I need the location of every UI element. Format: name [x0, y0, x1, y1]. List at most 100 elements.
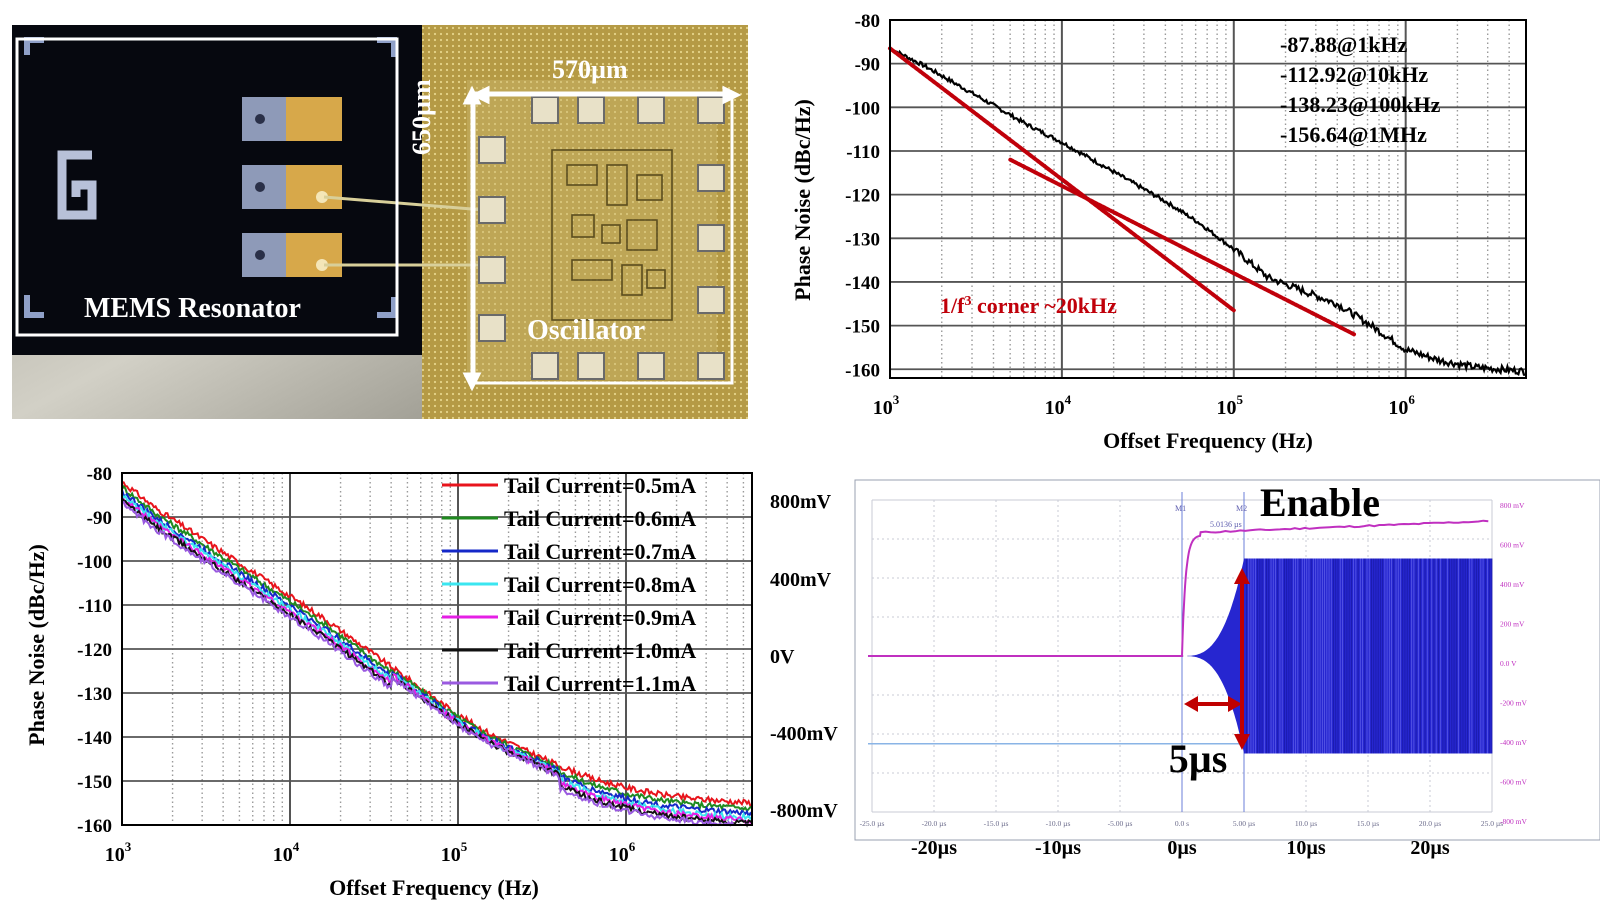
pn-annotation: -156.64@1MHz	[1280, 122, 1427, 147]
plot-frame	[889, 19, 1527, 379]
grid-time-label: 15.0 µs	[1357, 819, 1379, 828]
y-axis-label: Phase Noise (dBc/Hz)	[790, 99, 815, 301]
time-label: -20µs	[911, 837, 957, 859]
voltage-label: 0V	[770, 646, 795, 668]
pn-annotation: -138.23@100kHz	[1280, 92, 1441, 117]
legend-label: Tail Current=1.1mA	[504, 671, 696, 696]
legend-label: Tail Current=0.5mA	[504, 473, 696, 498]
grid-time-label: 25.0 µs	[1481, 819, 1503, 828]
y-tick-label: -100	[845, 98, 880, 119]
bond-wire	[323, 195, 485, 212]
phase-noise-chart: -80-90-100-110-120-130-140-150-160 103 10…	[790, 11, 1527, 453]
chart-series	[121, 481, 753, 828]
y-tick-label: -80	[855, 11, 880, 32]
left-voltage-labels: 800mV 400mV 0V -400mV -800mV	[770, 491, 838, 822]
grid-time-label: -20.0 µs	[922, 819, 947, 828]
legend-label: Tail Current=1.0mA	[504, 638, 696, 663]
resonator-label: MEMS Resonator	[84, 293, 301, 324]
chart-grid	[890, 19, 1527, 378]
annotations: -87.88@1kHz -112.92@10kHz -138.23@100kHz -1…	[1280, 32, 1441, 147]
oscillator-pads	[478, 96, 725, 380]
grid-time-label: 5.00 µs	[1233, 819, 1255, 828]
channel-scale-label: 200 mV	[1500, 620, 1525, 629]
series-tail-current	[121, 497, 753, 828]
startup-arrows	[1184, 568, 1250, 750]
scope-time-grid-labels: -25.0 µs -20.0 µs -15.0 µs -10.0 µs -5.00 µs…	[860, 819, 1504, 828]
channel-scale-label: -200 mV	[1500, 699, 1527, 708]
time-label: -10µs	[1035, 837, 1081, 859]
channel-scale-label: 800 mV	[1500, 501, 1525, 510]
resonator-frame	[15, 37, 399, 337]
x-tick-label: 106	[609, 839, 636, 866]
y-tick-label: -140	[845, 273, 880, 294]
oscillator-label: Oscillator	[527, 315, 646, 346]
voltage-label: 800mV	[770, 491, 832, 513]
time-label: 0µs	[1167, 837, 1197, 859]
x-tick-labels: 103 104 105 106	[873, 392, 1416, 419]
right-voltage-labels: 800 mV 600 mV 400 mV 200 mV 0.0 V -200 mV -400…	[1500, 501, 1527, 826]
legend-label: Tail Current=0.8mA	[504, 572, 696, 597]
tail-current-chart: -80-90-100-110-120-130-140-150-160 103 10…	[24, 464, 753, 900]
chip-photo	[12, 25, 748, 419]
startup-scope: 800mV 400mV 0V -400mV -800mV 800 mV 600 mV 400…	[770, 479, 1600, 859]
grid-time-label: -15.0 µs	[984, 819, 1009, 828]
series-fit-1f3	[888, 46, 1236, 313]
y-tick-label: -110	[78, 596, 112, 617]
channel-scale-label: -600 mV	[1500, 778, 1527, 787]
y-tick-label: -120	[845, 186, 880, 207]
width-dimension-label: 570µm	[552, 55, 628, 84]
y-tick-label: -110	[846, 142, 880, 163]
x-tick-label: 103	[873, 392, 900, 419]
series-fit-1f2	[1008, 157, 1357, 337]
legend-label: Tail Current=0.6mA	[504, 506, 696, 531]
grid-time-label: 0.0 s	[1175, 819, 1189, 828]
grid-time-label: 10.0 µs	[1295, 819, 1317, 828]
corner-annotation: 1/f3 corner ~20kHz	[940, 293, 1117, 318]
channel-scale-label: 0.0 V	[1500, 659, 1517, 668]
y-tick-label: -150	[845, 317, 880, 338]
x-tick-label: 104	[1045, 392, 1072, 419]
pn-annotation: -112.92@10kHz	[1280, 62, 1428, 87]
x-tick-label: 105	[441, 839, 468, 866]
grid-time-label: -25.0 µs	[860, 819, 885, 828]
grid-time-label: -5.00 µs	[1108, 819, 1133, 828]
oscillator-frame	[472, 91, 734, 385]
voltage-label: -800mV	[770, 800, 838, 822]
y-tick-label: -140	[77, 728, 112, 749]
y-axis-label: Phase Noise (dBc/Hz)	[24, 544, 49, 746]
startup-time-label: 5µs	[1169, 736, 1228, 781]
series-tail-current	[121, 481, 753, 808]
marker-m1: M1	[1175, 504, 1186, 513]
voltage-label: 400mV	[770, 569, 832, 591]
channel-scale-label: 400 mV	[1500, 580, 1525, 589]
enable-trace	[868, 519, 1489, 657]
channel-scale-label: -800 mV	[1500, 817, 1527, 826]
height-dimension-label: 650µm	[407, 79, 436, 155]
corner-mark	[24, 295, 44, 318]
corner-mark	[377, 297, 397, 318]
plot-frame	[121, 472, 753, 826]
time-labels: -20µs -10µs 0µs 10µs 20µs	[911, 837, 1450, 859]
legend-label: Tail Current=0.9mA	[504, 605, 696, 630]
pn-annotation: -87.88@1kHz	[1280, 32, 1408, 57]
circuit-blocks	[551, 149, 673, 321]
time-label: 10µs	[1286, 837, 1326, 859]
x-axis-label: Offset Frequency (Hz)	[1103, 428, 1313, 453]
marker-m2: M2	[1236, 504, 1247, 513]
series-measured	[889, 47, 1526, 376]
y-tick-label: -130	[845, 229, 880, 250]
y-tick-label: -90	[87, 508, 112, 529]
y-tick-label: -160	[77, 816, 112, 837]
cursor-readout: 5.0136 µs	[1210, 520, 1242, 529]
grid-time-label: 20.0 µs	[1419, 819, 1441, 828]
y-tick-label: -160	[845, 360, 880, 381]
x-axis-label: Offset Frequency (Hz)	[329, 875, 539, 900]
chart-series	[888, 46, 1526, 376]
enable-label: Enable	[1260, 480, 1380, 525]
scope-traces	[868, 492, 1493, 812]
channel-scale-label: -400 mV	[1500, 738, 1527, 747]
series-tail-current	[121, 500, 752, 828]
grid-time-label: -10.0 µs	[1046, 819, 1071, 828]
alignment-mark	[57, 150, 97, 220]
y-tick-label: -130	[77, 684, 112, 705]
